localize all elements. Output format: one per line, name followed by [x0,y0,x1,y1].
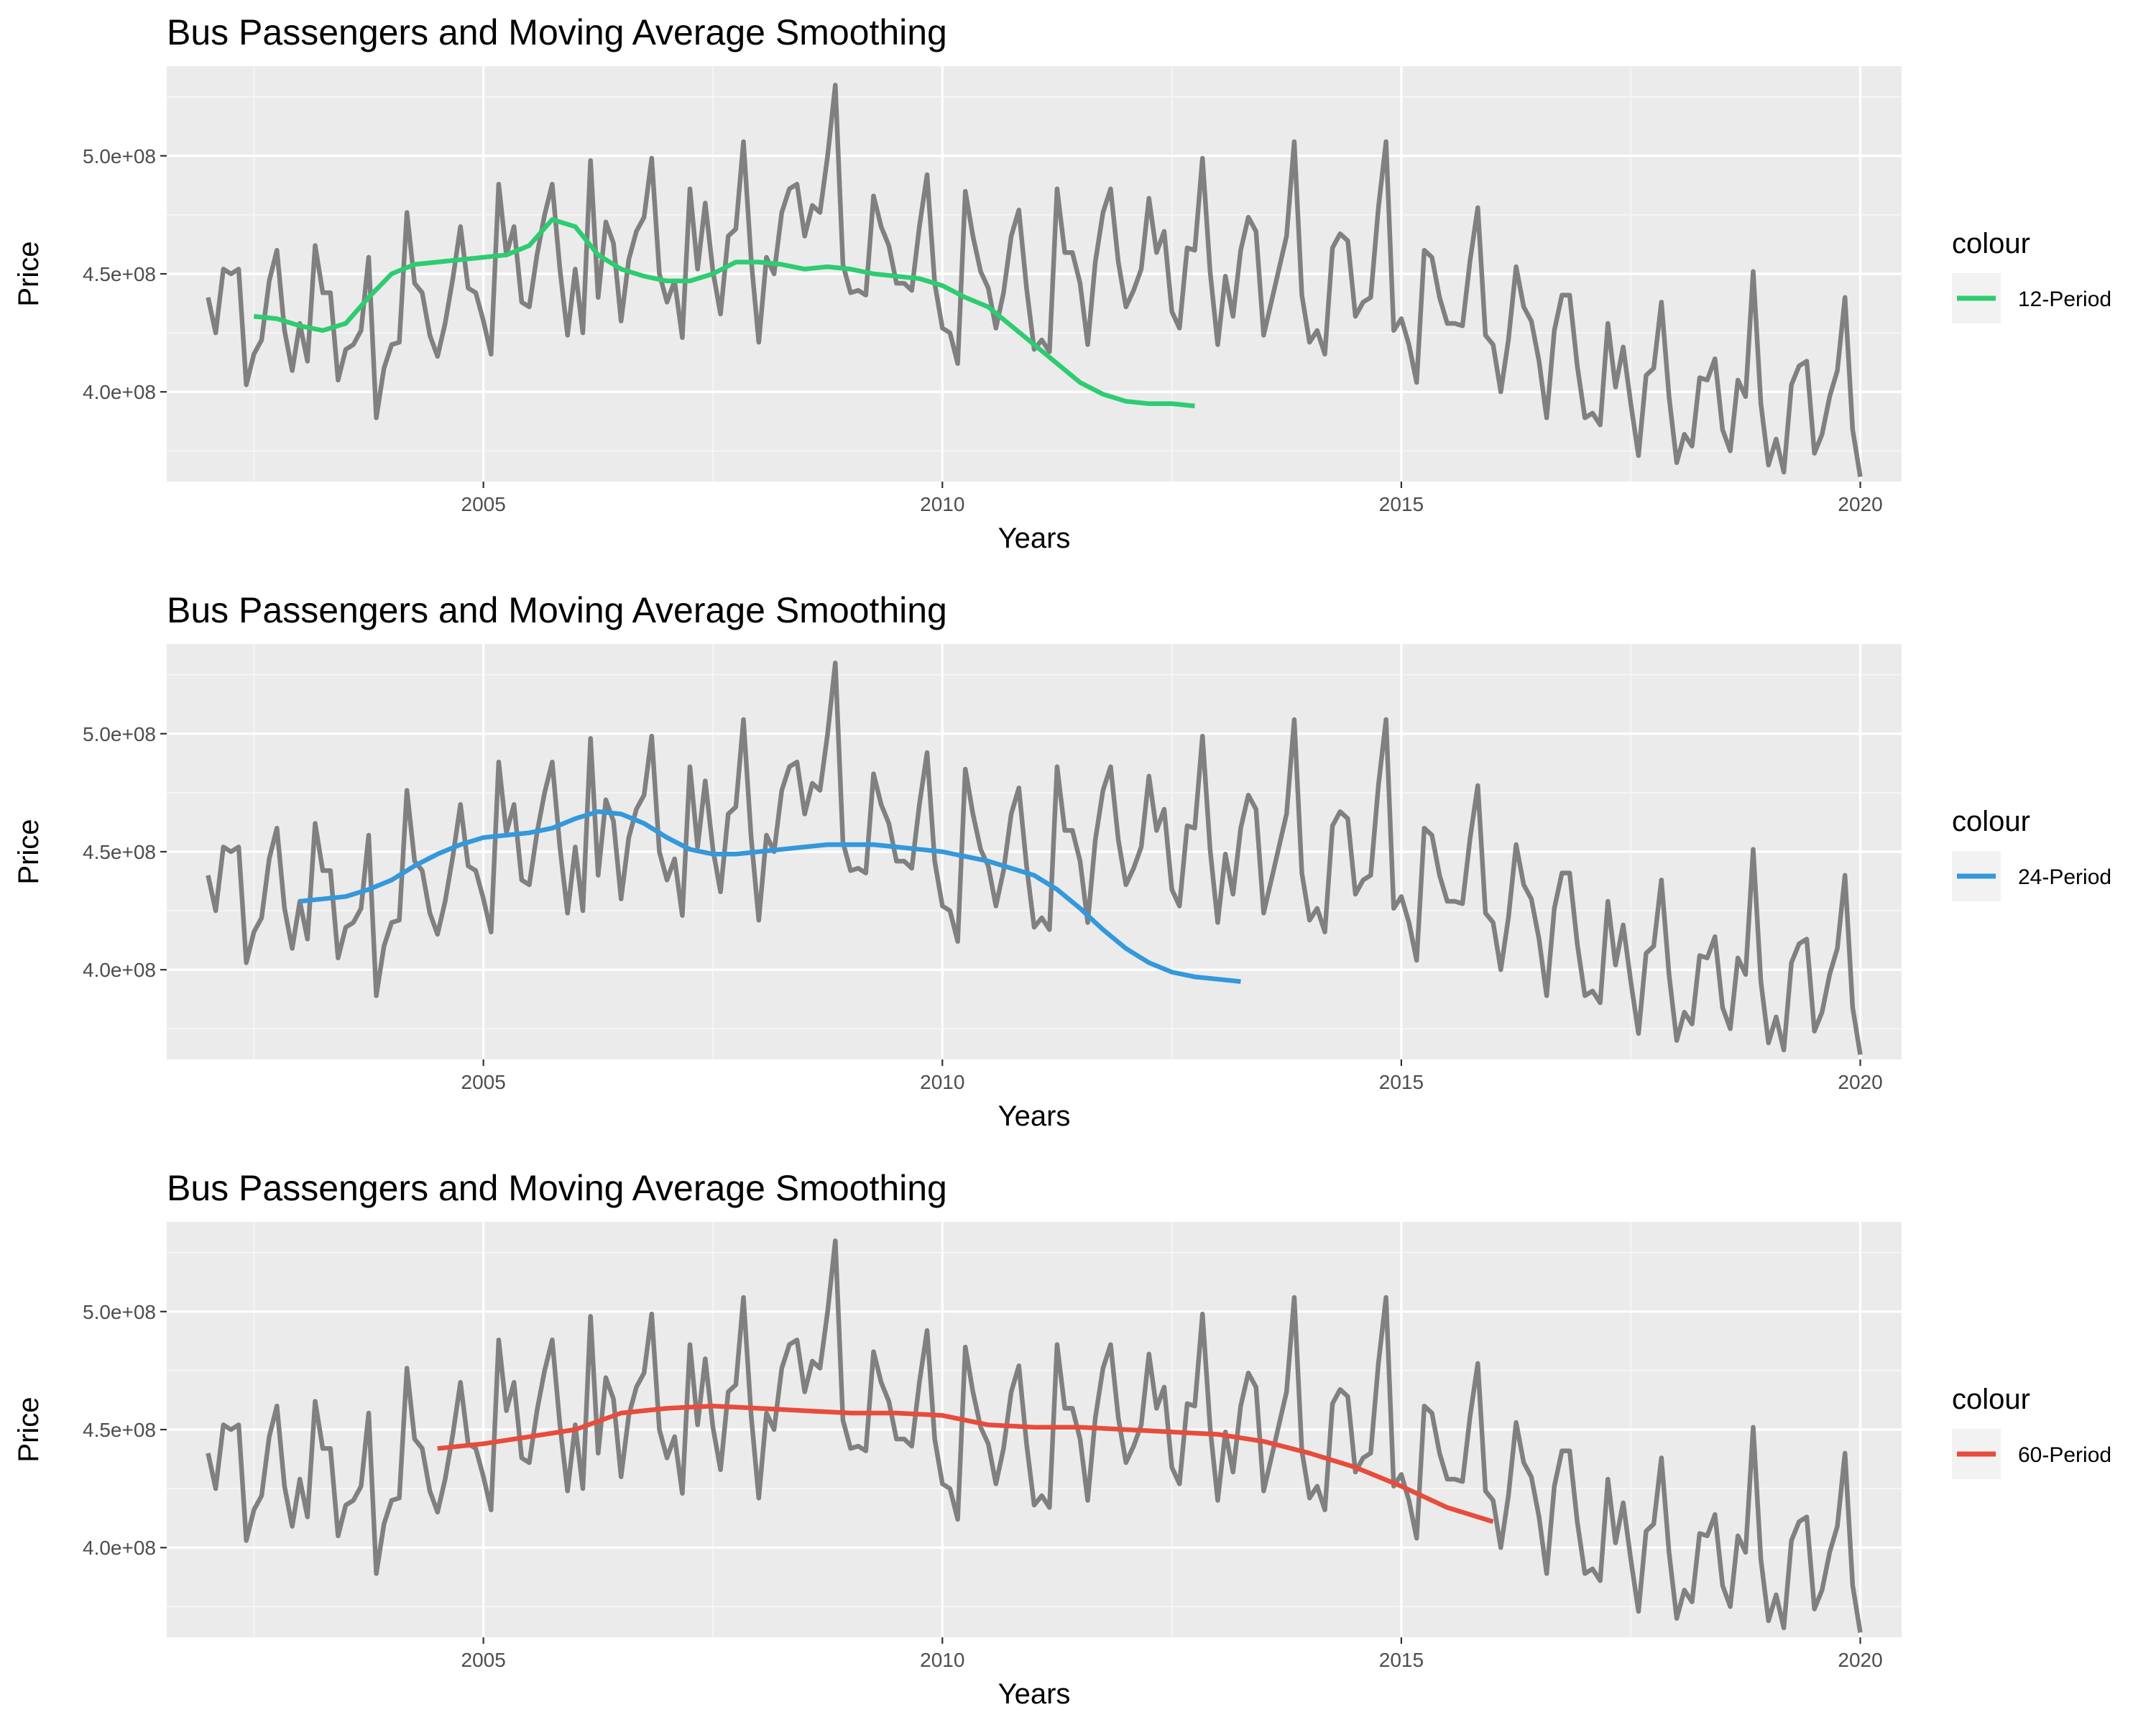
data-lines [206,661,1863,1055]
legend-entry-label: 24-Period [2018,865,2111,889]
x-tick-label: 2005 [461,1649,506,1671]
legend: colour 24-Period [1952,806,2111,901]
x-tick-label: 2020 [1838,1649,1882,1671]
y-axis-label: Price [13,241,45,306]
x-tick-label: 2010 [920,1649,964,1671]
chart-title: Bus Passengers and Moving Average Smooth… [167,1168,947,1208]
legend-title: colour [1952,806,2030,837]
chart-panel-12-period: Bus Passengers and Moving Average Smooth… [13,12,2111,554]
legend-entry-label: 60-Period [2018,1443,2111,1467]
x-axis-ticks: 2005 2010 2015 2020 [461,482,1883,515]
x-axis-label: Years [998,1678,1071,1710]
chart-title: Bus Passengers and Moving Average Smooth… [167,590,947,630]
y-tick-label: 5.0e+08 [83,1301,156,1323]
y-tick-label: 5.0e+08 [83,145,156,167]
x-axis-label: Years [998,523,1071,554]
legend-title: colour [1952,1384,2030,1415]
legend: colour 60-Period [1952,1384,2111,1479]
data-lines [206,1238,1863,1633]
x-tick-label: 2015 [1379,1649,1424,1671]
x-axis-ticks: 2005 2010 2015 2020 [461,1637,1883,1671]
y-tick-label: 4.0e+08 [83,1537,156,1559]
chart-panel-24-period: Bus Passengers and Moving Average Smooth… [13,590,2111,1132]
x-axis-ticks: 2005 2010 2015 2020 [461,1059,1883,1093]
chart-title: Bus Passengers and Moving Average Smooth… [167,12,947,52]
series-line-moving-average [437,1403,1494,1524]
data-lines [206,83,1863,477]
x-tick-label: 2010 [920,1071,964,1093]
x-tick-label: 2020 [1838,1071,1882,1093]
y-axis-ticks: 4.0e+08 4.5e+08 5.0e+08 [83,145,167,403]
legend-entry-label: 12-Period [2018,288,2111,311]
x-tick-label: 2015 [1379,1071,1424,1093]
series-line-moving-average [253,217,1195,409]
y-tick-label: 4.5e+08 [83,263,156,285]
x-tick-label: 2010 [920,493,964,515]
chart-panel-60-period: Bus Passengers and Moving Average Smooth… [13,1168,2111,1710]
series-line-bus-passengers [206,1238,1863,1633]
y-tick-label: 4.0e+08 [83,381,156,403]
y-axis-label: Price [13,1397,45,1462]
grid-lines [167,66,1902,482]
y-tick-label: 4.0e+08 [83,959,156,981]
series-line-bus-passengers [206,661,1863,1055]
x-tick-label: 2015 [1379,493,1424,515]
series-line-moving-average [299,809,1241,984]
x-axis-label: Years [998,1100,1071,1132]
series-line-bus-passengers [206,83,1863,477]
y-tick-label: 4.5e+08 [83,1419,156,1441]
x-tick-label: 2005 [461,493,506,515]
y-tick-label: 5.0e+08 [83,723,156,745]
x-tick-label: 2005 [461,1071,506,1093]
y-tick-label: 4.5e+08 [83,841,156,863]
y-axis-ticks: 4.0e+08 4.5e+08 5.0e+08 [83,723,167,981]
y-axis-ticks: 4.0e+08 4.5e+08 5.0e+08 [83,1301,167,1559]
legend: colour 12-Period [1952,228,2111,323]
y-axis-label: Price [13,819,45,884]
legend-title: colour [1952,228,2030,259]
x-tick-label: 2020 [1838,493,1882,515]
